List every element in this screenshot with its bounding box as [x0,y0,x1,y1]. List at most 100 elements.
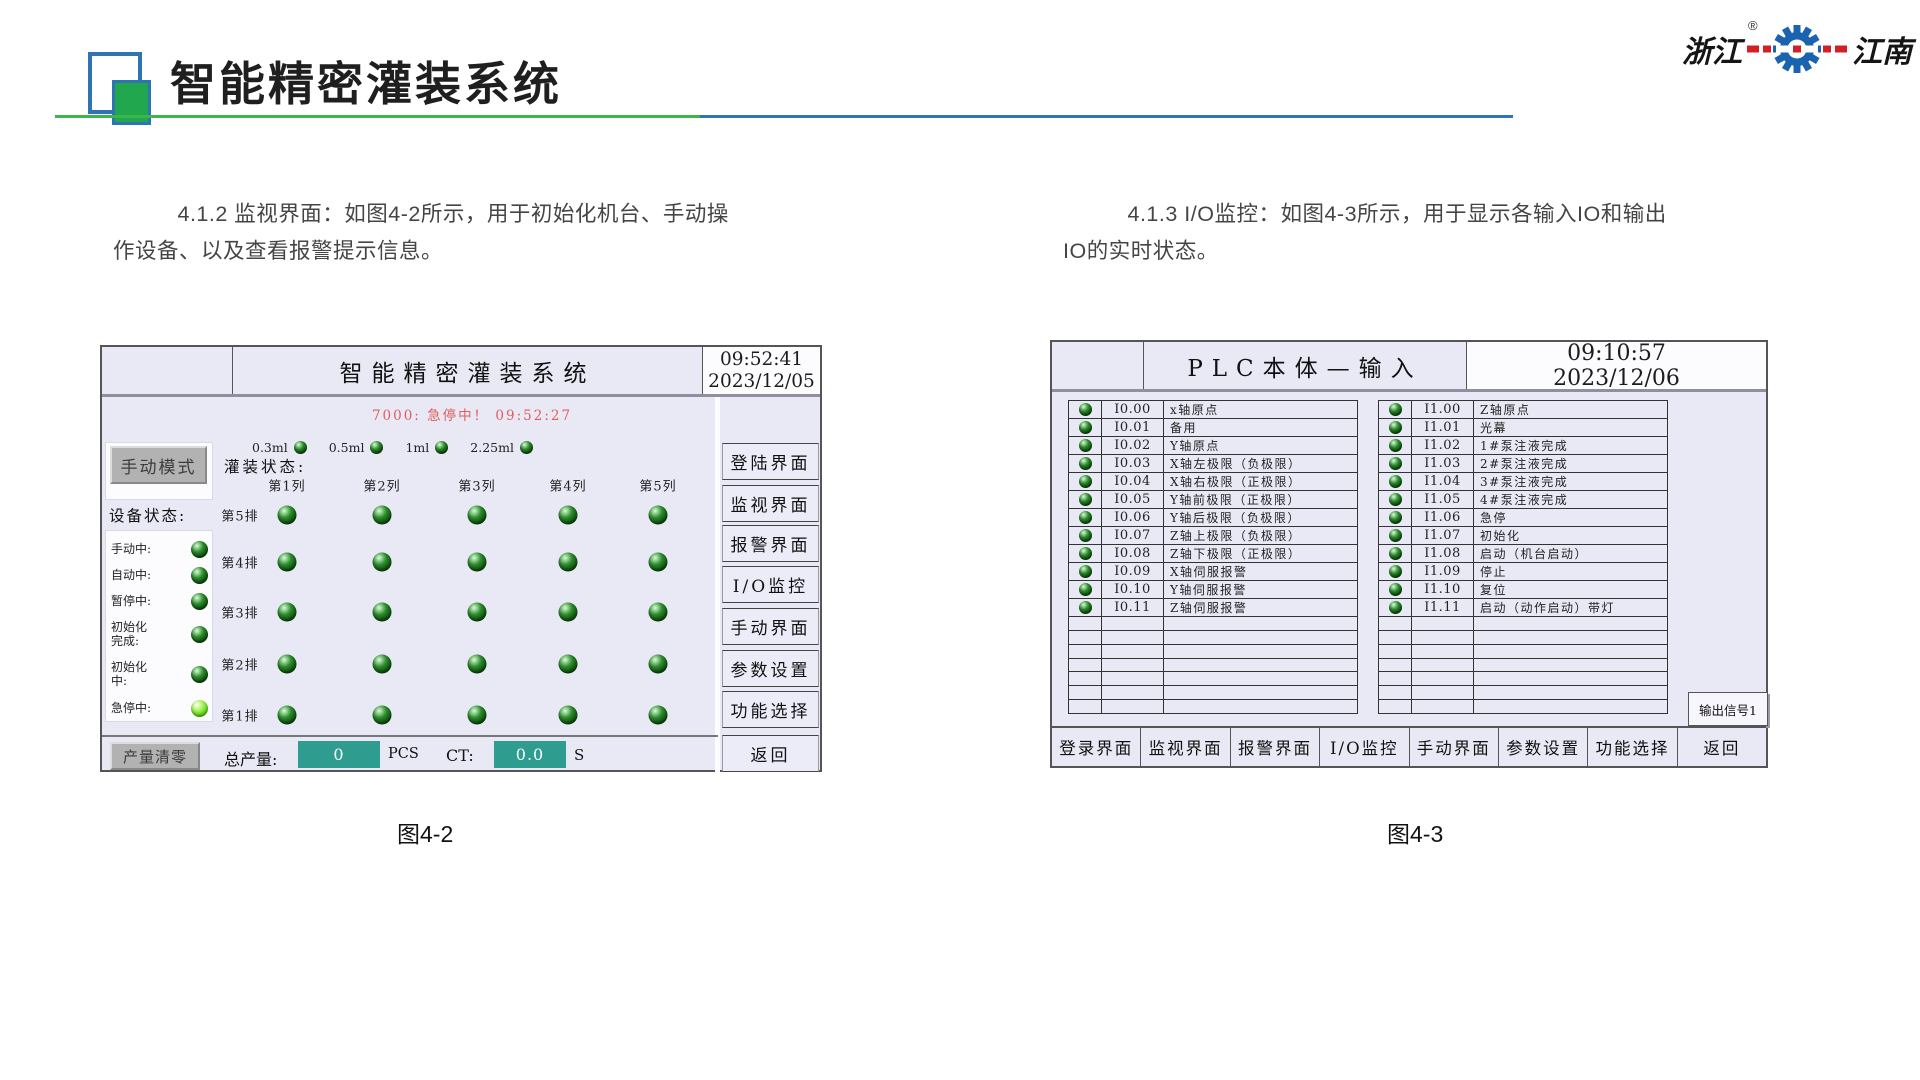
io-led-cell [1069,455,1102,472]
device-status-led [191,540,208,558]
io-led-cell-empty [1379,686,1412,700]
io-description-empty [1474,631,1667,644]
io-description-empty [1474,659,1667,672]
io-menu-button-8[interactable]: 返回 [1703,739,1741,758]
io-description: x轴原点 [1170,403,1219,417]
io-description: X轴伺服报警 [1170,565,1248,579]
io-led-cell [1379,419,1412,436]
output-signal-button[interactable]: 输出信号1 [1688,692,1768,726]
fill-status-led [277,602,297,622]
io-description-empty [1164,631,1357,644]
io-address: I0.08 [1102,545,1164,562]
fill-status-led [372,602,392,622]
manual-mode-button[interactable]: 手动模式 [110,446,207,484]
fill-status-led [467,654,487,674]
io-address: I1.05 [1412,491,1474,508]
io-row: I1.06 急停 [1379,509,1667,527]
io-led-cell [1379,563,1412,580]
io-description: 急停 [1480,511,1508,525]
io-empty-row [1069,644,1357,659]
io-led-cell [1069,599,1102,616]
monitor-time: 09:52:41 [719,348,804,370]
io-menu-button-5[interactable]: 手动界面 [1410,728,1499,766]
ml-status-led [519,441,533,454]
device-status-list: 手动中: 自动中: 暂停中: 初始化 完成: 初始化 中: 急停中: [111,536,208,722]
io-status-led [1388,493,1402,506]
fill-status-led [372,552,392,572]
monitor-menu-button-7[interactable]: 功能选择 [722,691,819,728]
io-status-led [1078,457,1092,470]
io-address: I1.11 [1412,599,1474,616]
io-description-empty [1164,700,1357,713]
monitor-menu-button-2[interactable]: 监视界面 [722,485,819,522]
io-row: I0.05 Y轴前极限（正极限） [1069,491,1357,509]
io-status-led [1078,475,1092,488]
io-empty-row [1069,672,1357,687]
io-led-cell-empty [1069,686,1102,700]
io-status-led [1388,439,1402,452]
company-logo-text-right: 江南 [1852,35,1912,70]
title-underline-green [55,115,700,118]
io-led-cell-empty [1069,700,1102,714]
io-empty-row [1069,686,1357,701]
fill-column-header: 第3列 [458,479,496,495]
io-description: 2#泵注液完成 [1480,457,1569,471]
io-row: I0.11 Z轴伺服报警 [1069,599,1357,617]
title-square-green-icon [112,80,151,125]
io-led-cell [1379,581,1412,598]
io-led-cell [1379,545,1412,562]
io-status-led [1078,421,1092,434]
device-status-item: 初始化 中: [111,654,208,694]
io-address: I1.04 [1412,473,1474,490]
ml-status-led [435,441,449,454]
io-address-empty [1102,644,1164,658]
monitor-menu-button-4[interactable]: I/O监控 [722,566,819,603]
fill-status-led [277,654,297,674]
io-row: I0.00 x轴原点 [1069,401,1357,419]
io-address: I1.09 [1412,563,1474,580]
ml-volume-label: 1ml [405,440,430,455]
io-menu-button-1[interactable]: 登录界面 [1052,728,1142,766]
io-menu-button-2[interactable]: 监视界面 [1141,728,1231,766]
fill-status-led [467,602,487,622]
monitor-menu-button-6[interactable]: 参数设置 [722,650,819,687]
io-empty-row [1379,644,1667,659]
io-address: I0.02 [1102,437,1164,454]
io-description: Y轴原点 [1170,439,1220,453]
paragraph-monitor-screen: 4.1.2 监视界面：如图4-2所示，用于初始化机台、手动操作设备、以及查看报警… [113,202,729,263]
io-address: I0.11 [1102,599,1164,616]
fill-status-led [648,505,668,525]
io-address-empty [1102,658,1164,672]
io-led-cell [1069,581,1102,598]
io-row: I0.01 备用 [1069,419,1357,437]
monitor-menu-button-3[interactable]: 报警界面 [722,525,819,562]
io-row: I0.06 Y轴后极限（负极限） [1069,509,1357,527]
io-address: I0.07 [1102,527,1164,544]
io-led-cell [1379,509,1412,526]
io-menu-button-3[interactable]: 报警界面 [1231,728,1321,766]
io-led-cell [1069,491,1102,508]
monitor-menu-button-5[interactable]: 手动界面 [722,608,819,645]
io-led-cell-empty [1379,630,1412,644]
clear-output-button[interactable]: 产量清零 [110,742,200,770]
device-status-item-label: 初始化 完成: [111,620,148,648]
device-status-item: 暂停中: [111,588,208,614]
io-status-led [1388,565,1402,578]
fill-row-header: 第3排 [221,606,259,622]
io-menu-button-6[interactable]: 参数设置 [1499,728,1589,766]
io-status-led [1388,475,1402,488]
io-menu-button-4[interactable]: I/O监控 [1320,728,1410,766]
io-led-cell [1069,545,1102,562]
io-datetime: 09:10:57 2023/12/06 [1466,341,1766,391]
io-address: I1.03 [1412,455,1474,472]
device-status-led [191,566,208,584]
monitor-menu-button-1[interactable]: 登陆界面 [722,443,819,480]
monitor-menu-button-8[interactable]: 返回 [722,735,819,772]
fill-status-led [558,705,578,725]
fill-row-header: 第2排 [221,658,259,674]
paragraph-io-monitor: 4.1.3 I/O监控：如图4-3所示，用于显示各输入IO和输出IO的实时状态。 [1063,202,1667,263]
io-status-led [1078,511,1092,524]
fill-column-header: 第5列 [639,479,677,495]
fill-status-led [467,552,487,572]
io-menu-button-7[interactable]: 功能选择 [1588,728,1678,766]
